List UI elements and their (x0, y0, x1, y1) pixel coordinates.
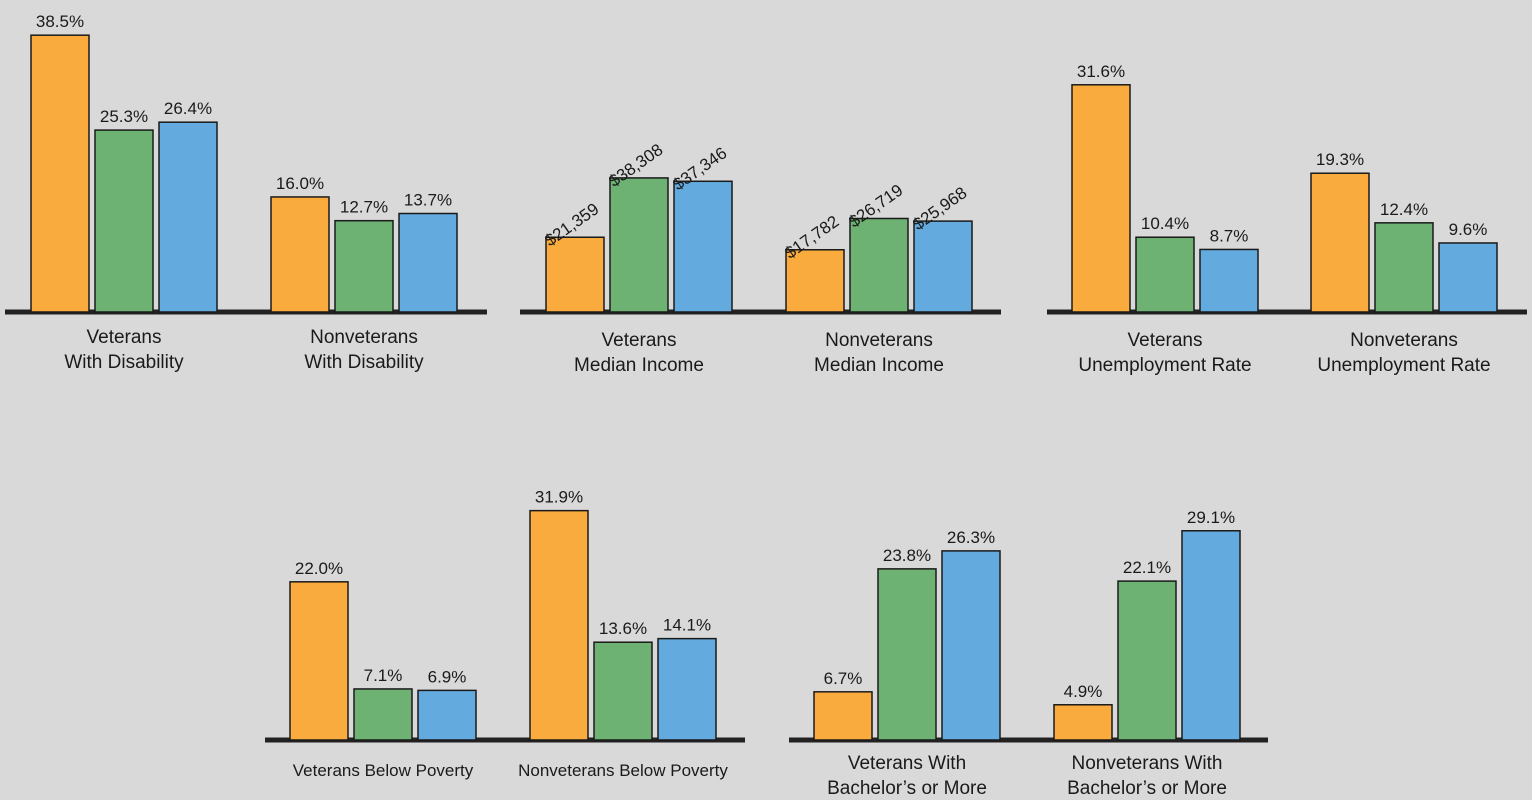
chart-4-bar-2-3 (657, 637, 717, 741)
chart-5-bar-1-3 (941, 550, 1001, 741)
chart-4-bar-1-3 (417, 689, 477, 741)
chart-2-bar-2-3 (913, 220, 973, 313)
chart-1-value-label-1-1: 38.5% (36, 12, 84, 31)
chart-2-bar-2-2 (849, 217, 909, 313)
chart-5-bar-1-2 (877, 568, 937, 741)
chart-4-value-label-2-2: 13.6% (599, 619, 647, 638)
chart-4-value-label-1-2: 7.1% (364, 666, 403, 685)
chart-5-value-label-1-3: 26.3% (947, 528, 995, 547)
chart-3-bar-1-1 (1071, 84, 1131, 313)
chart-3-value-label-1-2: 10.4% (1141, 214, 1189, 233)
chart-4-category-label-1: Veterans Below Poverty (293, 761, 474, 780)
chart-3-bar-2-1 (1310, 172, 1370, 313)
chart-2-bar-1-3 (673, 180, 733, 313)
chart-4-value-label-1-3: 6.9% (428, 667, 467, 686)
chart-1-value-label-2-2: 12.7% (340, 198, 388, 217)
chart-3-value-label-2-2: 12.4% (1380, 200, 1428, 219)
chart-2-bar-1-1 (545, 236, 605, 313)
chart-1-bar-1-2 (94, 129, 154, 313)
chart-1-value-label-2-1: 16.0% (276, 174, 324, 193)
chart-1-bar-2-3 (398, 212, 458, 313)
chart-3-value-label-1-1: 31.6% (1077, 62, 1125, 81)
chart-3-bar-1-2 (1135, 236, 1195, 313)
chart-1-value-label-2-3: 13.7% (404, 190, 452, 209)
chart-2-category-label-2: Nonveterans Median Income (814, 330, 944, 376)
chart-4-bar-1-1 (289, 581, 349, 741)
chart-4-value-label-1-1: 22.0% (295, 559, 343, 578)
chart-5-category-label-2: Nonveterans With Bachelor’s or More (1067, 753, 1227, 799)
chart-2-bar-1-2 (609, 177, 669, 313)
chart-4-bar-2-1 (529, 509, 589, 741)
chart-5-bar-2-2 (1117, 580, 1177, 741)
chart-5-value-label-2-3: 29.1% (1187, 508, 1235, 527)
chart-3-value-label-2-3: 9.6% (1449, 220, 1488, 239)
chart-1-value-label-1-3: 26.4% (164, 99, 212, 118)
chart-5-value-label-2-2: 22.1% (1123, 558, 1171, 577)
chart-3-category-label-2: Nonveterans Unemployment Rate (1317, 330, 1490, 376)
chart-2-bar-2-1 (785, 249, 845, 313)
chart-4-value-label-2-3: 14.1% (663, 616, 711, 635)
chart-1-bar-2-2 (334, 219, 394, 313)
chart-1-bar-1-1 (30, 34, 90, 313)
chart-5-category-label-1: Veterans With Bachelor’s or More (827, 753, 987, 799)
chart-5-bar-1-1 (813, 691, 873, 741)
chart-2-category-label-1: Veterans Median Income (574, 330, 704, 376)
chart-5-value-label-1-2: 23.8% (883, 546, 931, 565)
chart-3-bar-2-2 (1374, 222, 1434, 313)
chart-5-bar-2-1 (1053, 704, 1113, 741)
chart-1-category-label-1: Veterans With Disability (64, 327, 184, 373)
chart-1-bar-2-1 (270, 196, 330, 313)
chart-3-bar-1-3 (1199, 248, 1259, 313)
chart-5-value-label-1-1: 6.7% (824, 669, 863, 688)
chart-4-value-label-2-1: 31.9% (535, 488, 583, 507)
chart-5-value-label-2-1: 4.9% (1064, 682, 1103, 701)
chart-3-value-label-2-1: 19.3% (1316, 150, 1364, 169)
chart-5-bar-2-3 (1181, 530, 1241, 741)
chart-1-bar-1-3 (158, 121, 218, 313)
chart-3-value-label-1-3: 8.7% (1210, 226, 1249, 245)
chart-1-value-label-1-2: 25.3% (100, 107, 148, 126)
chart-3-category-label-1: Veterans Unemployment Rate (1078, 330, 1251, 376)
chart-3-bar-2-3 (1438, 242, 1498, 313)
chart-1-category-label-2: Nonveterans With Disability (304, 327, 424, 373)
chart-4-bar-1-2 (353, 688, 413, 741)
chart-4-bar-2-2 (593, 641, 653, 741)
chart-4-category-label-2: Nonveterans Below Poverty (518, 761, 728, 780)
